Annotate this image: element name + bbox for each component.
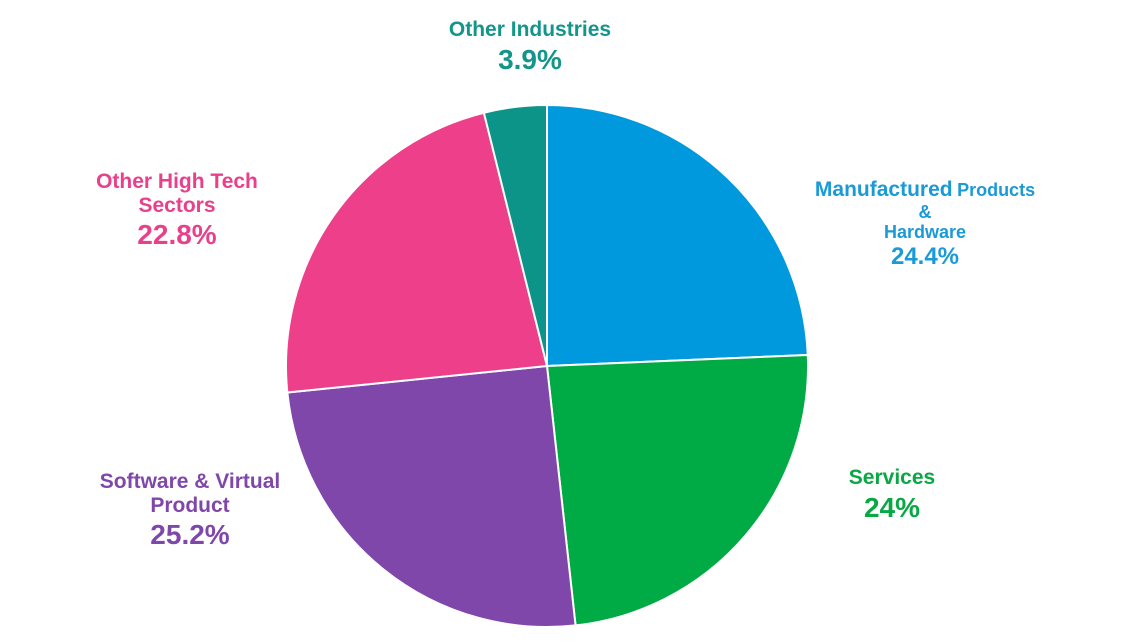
label-other-industries-name: Other Industries (448, 18, 612, 41)
pie-slice-manuf (546, 103, 809, 368)
label-software: Software & Virtual Product 25.2% (60, 470, 320, 550)
pie-slice-othertech (284, 111, 549, 394)
label-services-value: 24% (863, 491, 921, 523)
label-manufactured-line1b: Products (957, 180, 1036, 200)
label-services: Services 24% (812, 466, 972, 523)
label-software-value: 25.2% (150, 519, 230, 551)
label-other-industries: Other Industries 3.9% (420, 18, 640, 75)
label-manufactured-line1-wrap: Manufactured Products (780, 178, 1070, 202)
label-manufactured: Manufactured Products & Hardware 24.4% (780, 178, 1070, 271)
label-software-line1: Software & Virtual (99, 470, 281, 493)
label-other-high-tech: Other High Tech Sectors 22.8% (62, 170, 292, 250)
pie-slice-otherind (482, 103, 548, 367)
label-other-high-tech-line1: Other High Tech (96, 170, 258, 193)
label-other-high-tech-line2: Sectors (138, 193, 216, 217)
pie-slice-services (545, 353, 809, 627)
pie-slice-software (286, 364, 577, 628)
label-software-line2: Product (150, 493, 230, 517)
label-manufactured-line2: & (918, 201, 932, 222)
label-other-high-tech-value: 22.8% (137, 219, 217, 251)
label-manufactured-value: 24.4% (890, 242, 960, 270)
label-other-industries-value: 3.9% (498, 43, 562, 75)
label-manufactured-line3: Hardware (883, 221, 967, 242)
label-manufactured-line1: Manufactured (814, 178, 953, 201)
label-services-name: Services (848, 466, 936, 489)
